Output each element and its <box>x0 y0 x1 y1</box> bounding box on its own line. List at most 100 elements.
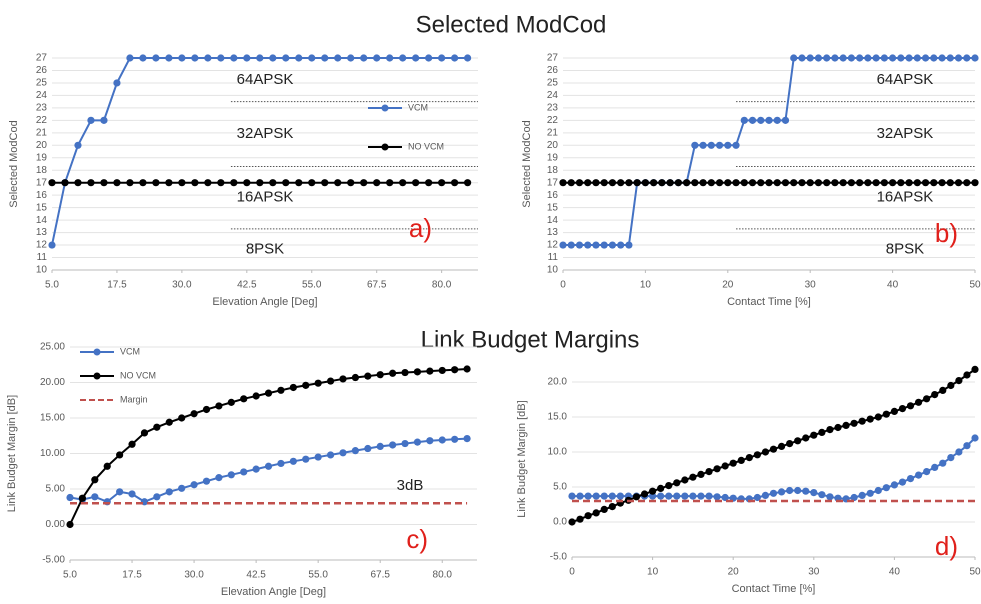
region-label: 16APSK <box>237 189 294 206</box>
data-point <box>823 179 831 187</box>
data-point <box>269 179 277 187</box>
data-point <box>48 241 56 249</box>
y-tick-label: -5.00 <box>42 555 65 566</box>
y-tick-label: 15.00 <box>40 413 65 424</box>
data-point <box>721 462 729 470</box>
data-point <box>277 459 285 468</box>
y-tick-label: 13 <box>547 227 559 238</box>
data-point <box>256 54 264 62</box>
data-point <box>113 79 121 87</box>
data-point <box>740 116 748 124</box>
data-point <box>769 445 778 453</box>
y-axis-label: Selected ModCod <box>521 120 533 207</box>
data-point <box>116 451 124 459</box>
data-point <box>326 451 335 459</box>
data-point <box>753 451 761 459</box>
data-point <box>426 437 434 445</box>
data-point <box>699 179 707 187</box>
data-point <box>321 54 329 62</box>
data-point <box>128 440 136 448</box>
data-point <box>913 179 921 187</box>
legend-label: NO VCM <box>408 141 444 151</box>
data-point <box>339 449 347 457</box>
data-point <box>559 241 567 249</box>
data-point <box>215 402 223 410</box>
data-point <box>584 241 592 249</box>
data-point <box>757 116 765 124</box>
legend-label: NO VCM <box>120 370 156 380</box>
y-tick-label: 18 <box>547 165 559 176</box>
y-tick-label: 17 <box>547 177 559 188</box>
data-point <box>761 448 770 456</box>
y-tick-label: 12 <box>547 240 559 251</box>
data-point <box>425 54 433 62</box>
legend-label: Margin <box>120 394 148 404</box>
data-point <box>673 479 681 487</box>
x-tick-label: 67.5 <box>370 570 390 581</box>
y-tick-label: 21 <box>36 127 48 138</box>
region-label: 64APSK <box>877 71 934 88</box>
data-point <box>373 54 381 62</box>
y-tick-label: 10.00 <box>40 448 65 459</box>
data-point <box>740 179 748 187</box>
data-point <box>715 179 724 187</box>
x-tick-label: 10 <box>640 280 652 291</box>
y-tick-label: 0.0 <box>553 517 567 528</box>
data-point <box>113 179 121 187</box>
data-point <box>600 179 608 187</box>
x-tick-label: 50 <box>969 280 981 291</box>
data-point <box>724 179 732 187</box>
data-point <box>568 518 576 526</box>
data-point <box>954 54 963 62</box>
legend-marker <box>381 104 389 112</box>
data-point <box>882 484 890 492</box>
data-point <box>946 179 954 187</box>
data-point <box>295 54 303 62</box>
data-point <box>874 413 882 421</box>
data-point <box>227 471 235 479</box>
data-point <box>289 457 297 465</box>
data-point <box>971 54 979 62</box>
data-point <box>401 368 409 377</box>
data-point <box>897 54 905 62</box>
data-point <box>681 492 689 500</box>
data-point <box>856 179 864 187</box>
data-point <box>116 488 124 496</box>
data-point <box>856 54 864 62</box>
data-point <box>252 465 260 473</box>
y-tick-label: 25 <box>547 78 559 89</box>
y-tick-label: 14 <box>36 215 48 226</box>
data-point <box>748 179 757 187</box>
data-point <box>889 179 897 187</box>
data-point <box>425 179 433 187</box>
y-tick-label: 0.00 <box>46 519 66 530</box>
data-point <box>914 471 923 479</box>
data-point <box>955 448 963 456</box>
data-point <box>729 459 737 467</box>
data-point <box>438 179 446 187</box>
data-point <box>954 179 963 187</box>
x-tick-label: 20 <box>722 280 734 291</box>
data-point <box>657 492 665 500</box>
data-point <box>897 179 905 187</box>
data-point <box>931 463 939 471</box>
data-point <box>256 179 264 187</box>
x-tick-label: 50 <box>969 567 981 578</box>
data-point <box>790 54 798 62</box>
data-point <box>872 179 880 187</box>
data-point <box>732 141 740 149</box>
data-point <box>697 470 705 478</box>
data-point <box>100 116 108 124</box>
data-point <box>426 367 434 375</box>
y-tick-label: 22 <box>36 115 48 126</box>
data-point <box>347 179 355 187</box>
x-tick-label: 17.5 <box>122 570 142 581</box>
y-tick-label: 27 <box>547 53 559 64</box>
region-label: 32APSK <box>237 125 294 142</box>
data-point <box>152 179 160 187</box>
data-point <box>128 490 136 498</box>
y-tick-label: 22 <box>547 115 559 126</box>
data-point <box>674 179 682 187</box>
data-point <box>389 369 397 377</box>
data-point <box>78 494 87 502</box>
